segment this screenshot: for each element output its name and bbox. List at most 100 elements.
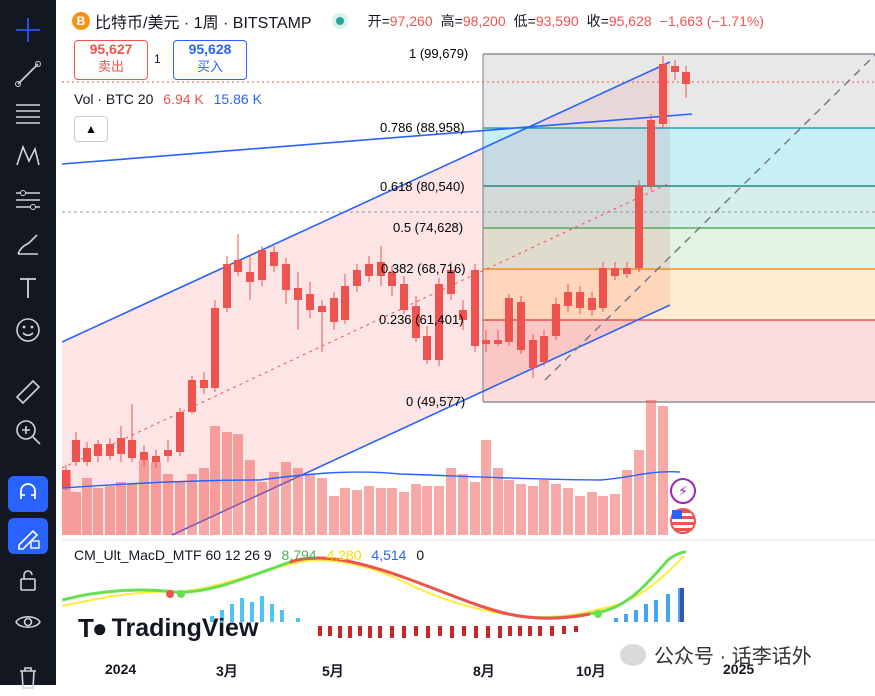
fib-zone-ext-0 bbox=[669, 54, 875, 128]
volume-bar-42 bbox=[551, 484, 561, 535]
volume-bar-10 bbox=[175, 482, 185, 535]
macd-signal-line bbox=[62, 555, 685, 619]
volume-bar-19 bbox=[281, 462, 291, 535]
macd-histogram-bar-19 bbox=[426, 626, 430, 638]
candle-45 bbox=[588, 298, 596, 310]
volume-bar-27 bbox=[376, 488, 386, 535]
trash-icon[interactable] bbox=[8, 660, 48, 696]
macd-histogram-bar-24 bbox=[486, 626, 490, 638]
eye-icon[interactable] bbox=[8, 604, 48, 640]
volume-bar-22 bbox=[317, 478, 327, 535]
macd-histogram-bar-23 bbox=[474, 626, 478, 638]
volume-bar-17 bbox=[257, 482, 267, 535]
volume-bar-18 bbox=[269, 472, 279, 535]
macd-histogram-bar-38 bbox=[666, 594, 670, 622]
candle-24 bbox=[341, 286, 349, 320]
fib-retracement-icon[interactable] bbox=[8, 96, 48, 132]
volume-bar-31 bbox=[422, 486, 432, 535]
ohlc-low: 低=93,590 bbox=[513, 13, 579, 29]
lock-icon[interactable] bbox=[8, 562, 48, 598]
macd-legend: CM_Ult_MacD_MTF 60 12 26 9 8,794 4,280 4… bbox=[74, 547, 425, 563]
ohlc-open: 开=97,260 bbox=[367, 13, 433, 29]
macd-histogram-bar-17 bbox=[402, 626, 406, 638]
macd-histogram-bar-37 bbox=[654, 600, 658, 622]
macd-cross-up bbox=[177, 590, 185, 598]
candle-5 bbox=[117, 438, 125, 454]
candle-47 bbox=[611, 268, 619, 276]
lock-drawing-icon[interactable] bbox=[8, 518, 48, 554]
candle-34 bbox=[459, 310, 467, 320]
buy-label: 买入 bbox=[196, 59, 223, 74]
candle-12 bbox=[200, 380, 208, 388]
wechat-icon bbox=[620, 643, 646, 666]
candle-42 bbox=[552, 304, 560, 336]
fib-zone-1 bbox=[483, 128, 669, 186]
candle-4 bbox=[106, 444, 114, 456]
ohlc-change: −1,663 (−1.71%) bbox=[659, 13, 764, 29]
macd-histogram-bar-30 bbox=[550, 626, 554, 636]
candle-46 bbox=[599, 268, 607, 308]
macd-histogram-bar-27 bbox=[518, 626, 522, 636]
us-flag-event-icon[interactable] bbox=[670, 508, 696, 534]
candle-38 bbox=[505, 298, 513, 342]
macd-histogram-bar-11 bbox=[338, 626, 342, 638]
macd-histogram-bar-28 bbox=[528, 626, 532, 636]
volume-bar-46 bbox=[598, 496, 608, 535]
volume-bar-29 bbox=[399, 492, 409, 535]
trend-line-icon[interactable] bbox=[8, 56, 48, 92]
buy-button[interactable]: 95,628 买入 bbox=[173, 40, 247, 80]
lightning-event-icon[interactable]: ⚡ bbox=[670, 478, 696, 504]
crosshair-icon[interactable] bbox=[8, 12, 48, 48]
fib-label-0236: 0.236 (61,401) bbox=[379, 312, 464, 327]
macd-histogram-bar-4 bbox=[250, 602, 254, 622]
projection-dashed-line bbox=[544, 54, 875, 381]
macd-histogram-bar-33 bbox=[614, 618, 618, 622]
pattern-icon[interactable] bbox=[8, 138, 48, 174]
ruler-icon[interactable] bbox=[8, 372, 48, 408]
volume-bar-12 bbox=[199, 468, 209, 535]
fib-zone-ext-5 bbox=[669, 320, 875, 402]
macd-histogram-bar-12 bbox=[348, 626, 352, 638]
fib-label-0: 0 (49,577) bbox=[406, 394, 466, 409]
fib-zone-ext-3 bbox=[669, 228, 875, 269]
text-icon[interactable] bbox=[8, 270, 48, 306]
volume-bar-33 bbox=[446, 468, 456, 535]
candle-53 bbox=[682, 72, 690, 84]
candle-44 bbox=[576, 292, 584, 308]
candle-36 bbox=[482, 340, 490, 344]
fib-zone-5 bbox=[483, 320, 669, 402]
candle-10 bbox=[176, 412, 184, 452]
macd-histogram-bar-29 bbox=[538, 626, 542, 636]
emoji-icon[interactable] bbox=[8, 312, 48, 348]
volume-bar-3 bbox=[93, 488, 103, 535]
symbol-name[interactable]: 比特币/美元 · 1周 · BITSTAMP bbox=[95, 15, 312, 32]
volume-bar-24 bbox=[340, 488, 350, 535]
zoom-in-icon[interactable] bbox=[8, 414, 48, 450]
candle-8 bbox=[152, 456, 160, 462]
sell-price: 95,627 bbox=[89, 41, 133, 57]
macd-histogram-bar-16 bbox=[390, 626, 394, 638]
volume-bar-35 bbox=[470, 482, 480, 535]
volume-bar-28 bbox=[387, 488, 397, 535]
volume-bar-48 bbox=[622, 470, 632, 535]
collapse-legend-button[interactable]: ▲ bbox=[74, 116, 108, 142]
volume-bar-21 bbox=[305, 474, 315, 535]
candle-50 bbox=[647, 120, 655, 186]
volume-bar-5 bbox=[116, 482, 126, 535]
sell-button[interactable]: 95,627 卖出 bbox=[74, 40, 148, 80]
projection-icon[interactable] bbox=[8, 182, 48, 218]
spread-value: 1 bbox=[154, 52, 161, 66]
brush-icon[interactable] bbox=[8, 226, 48, 262]
macd-histogram-bar-36 bbox=[644, 604, 648, 622]
market-status-icon bbox=[331, 13, 348, 29]
macd-histogram-bar-18 bbox=[414, 626, 418, 636]
candle-41 bbox=[540, 336, 548, 362]
ohlc-close: 收=95,628 bbox=[586, 13, 652, 29]
macd-line-falling bbox=[289, 556, 591, 620]
price-chart[interactable] bbox=[62, 0, 875, 685]
macd-histogram-bar-20 bbox=[438, 626, 442, 636]
magnet-icon[interactable] bbox=[8, 476, 48, 512]
volume-bar-1 bbox=[71, 492, 81, 535]
candle-33 bbox=[447, 270, 455, 294]
macd-cross-down bbox=[166, 590, 174, 598]
